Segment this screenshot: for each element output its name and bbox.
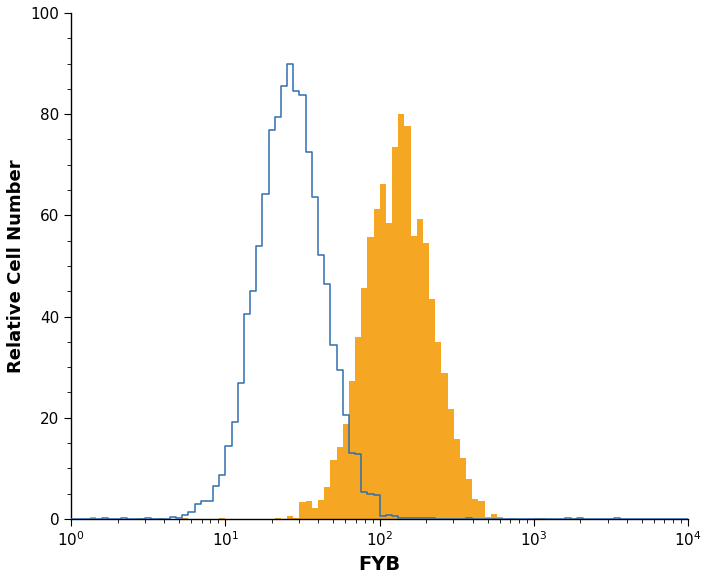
- Bar: [497, 517, 503, 519]
- Bar: [219, 518, 225, 519]
- Bar: [577, 518, 584, 519]
- Bar: [318, 500, 324, 519]
- Bar: [349, 381, 355, 519]
- Bar: [472, 498, 479, 519]
- Bar: [540, 518, 547, 519]
- Bar: [294, 518, 299, 519]
- Bar: [287, 517, 294, 519]
- Bar: [404, 126, 411, 519]
- Bar: [157, 518, 164, 519]
- Bar: [479, 501, 484, 519]
- Bar: [139, 518, 145, 519]
- Bar: [90, 518, 96, 519]
- Bar: [330, 460, 337, 519]
- Bar: [491, 514, 497, 519]
- Bar: [447, 409, 454, 519]
- Bar: [466, 479, 472, 519]
- Bar: [324, 487, 330, 519]
- Bar: [312, 508, 318, 519]
- Bar: [355, 337, 361, 519]
- Bar: [571, 518, 577, 519]
- Bar: [484, 517, 491, 519]
- Bar: [342, 424, 349, 519]
- Bar: [460, 458, 466, 519]
- Bar: [367, 238, 374, 519]
- Y-axis label: Relative Cell Number: Relative Cell Number: [7, 159, 25, 373]
- Bar: [361, 288, 367, 519]
- Bar: [275, 518, 281, 519]
- Bar: [442, 372, 447, 519]
- Bar: [386, 224, 392, 519]
- Bar: [337, 447, 342, 519]
- Bar: [306, 501, 312, 519]
- Bar: [417, 218, 423, 519]
- Bar: [534, 518, 540, 519]
- X-axis label: FYB: FYB: [359, 555, 401, 574]
- Bar: [182, 518, 189, 519]
- Bar: [509, 518, 515, 519]
- Bar: [380, 184, 386, 519]
- Bar: [454, 439, 460, 519]
- Bar: [398, 114, 404, 519]
- Bar: [392, 146, 398, 519]
- Bar: [423, 243, 429, 519]
- Bar: [429, 299, 435, 519]
- Bar: [411, 236, 417, 519]
- Bar: [299, 502, 306, 519]
- Bar: [435, 342, 442, 519]
- Bar: [374, 209, 380, 519]
